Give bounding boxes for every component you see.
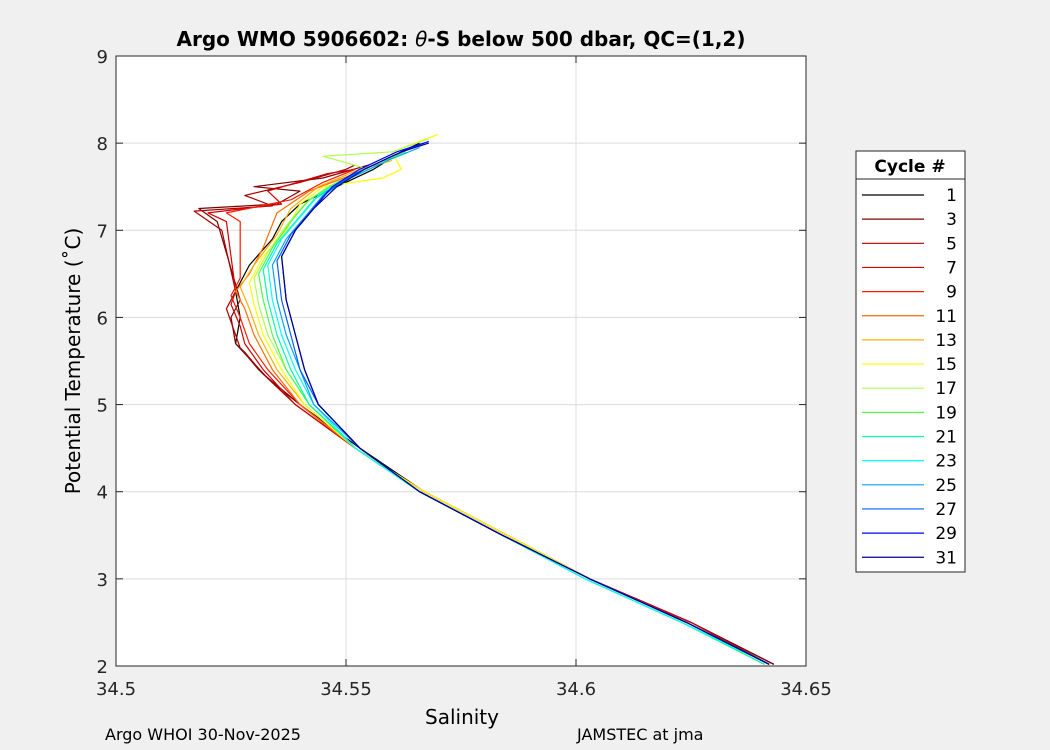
x-tick-label: 34.55	[320, 679, 372, 700]
x-axis-label: Salinity	[425, 705, 499, 729]
legend-label: 31	[935, 548, 957, 568]
y-tick-label: 9	[97, 47, 108, 68]
legend-label: 11	[935, 307, 957, 327]
x-tick-label: 34.5	[96, 679, 136, 700]
y-tick-label: 3	[97, 570, 108, 591]
legend-label: 17	[935, 379, 957, 399]
legend-label: 29	[935, 524, 957, 544]
legend-label: 7	[946, 258, 957, 278]
series-line-cycle-31	[281, 142, 770, 665]
y-tick-label: 7	[97, 221, 108, 242]
legend-label: 13	[935, 331, 957, 351]
footer-left-note: Argo WHOI 30-Nov-2025	[105, 725, 301, 744]
series-line-cycle-15	[248, 133, 770, 665]
legend-label: 19	[935, 403, 957, 423]
legend-label: 15	[935, 355, 957, 375]
legend-label: 5	[946, 234, 957, 254]
legend-label: 21	[935, 428, 957, 448]
plot-frame	[115, 55, 807, 667]
legend-label: 3	[946, 210, 957, 230]
axis-ticks: 34.5 34.55 34.6 34.65 2 3 4 5 6 7 8 9	[96, 47, 832, 700]
y-tick-label: 4	[97, 483, 108, 504]
series-line-cycle-23	[267, 160, 770, 665]
legend-title: Cycle #	[874, 157, 945, 177]
legend-label: 27	[935, 500, 957, 520]
legend-label: 25	[935, 476, 957, 496]
y-axis-label: Potential Temperature (˚C)	[61, 228, 85, 495]
legend-label: 9	[946, 283, 957, 303]
legend-box	[855, 150, 966, 573]
y-tick-label: 5	[97, 396, 108, 417]
legend-label: 1	[946, 186, 957, 206]
y-tick-label: 8	[97, 134, 108, 155]
series-lines	[193, 133, 775, 665]
y-tick-label: 2	[97, 657, 108, 678]
chart-title: Argo WMO 5906602: θ-S below 500 dbar, QC…	[177, 27, 746, 51]
footer-right-note: JAMSTEC at jma	[577, 725, 704, 744]
x-tick-label: 34.6	[556, 679, 596, 700]
x-tick-label: 34.65	[780, 679, 832, 700]
y-tick-label: 6	[97, 308, 108, 329]
plot-area	[116, 56, 806, 666]
legend-label: 23	[935, 452, 957, 472]
